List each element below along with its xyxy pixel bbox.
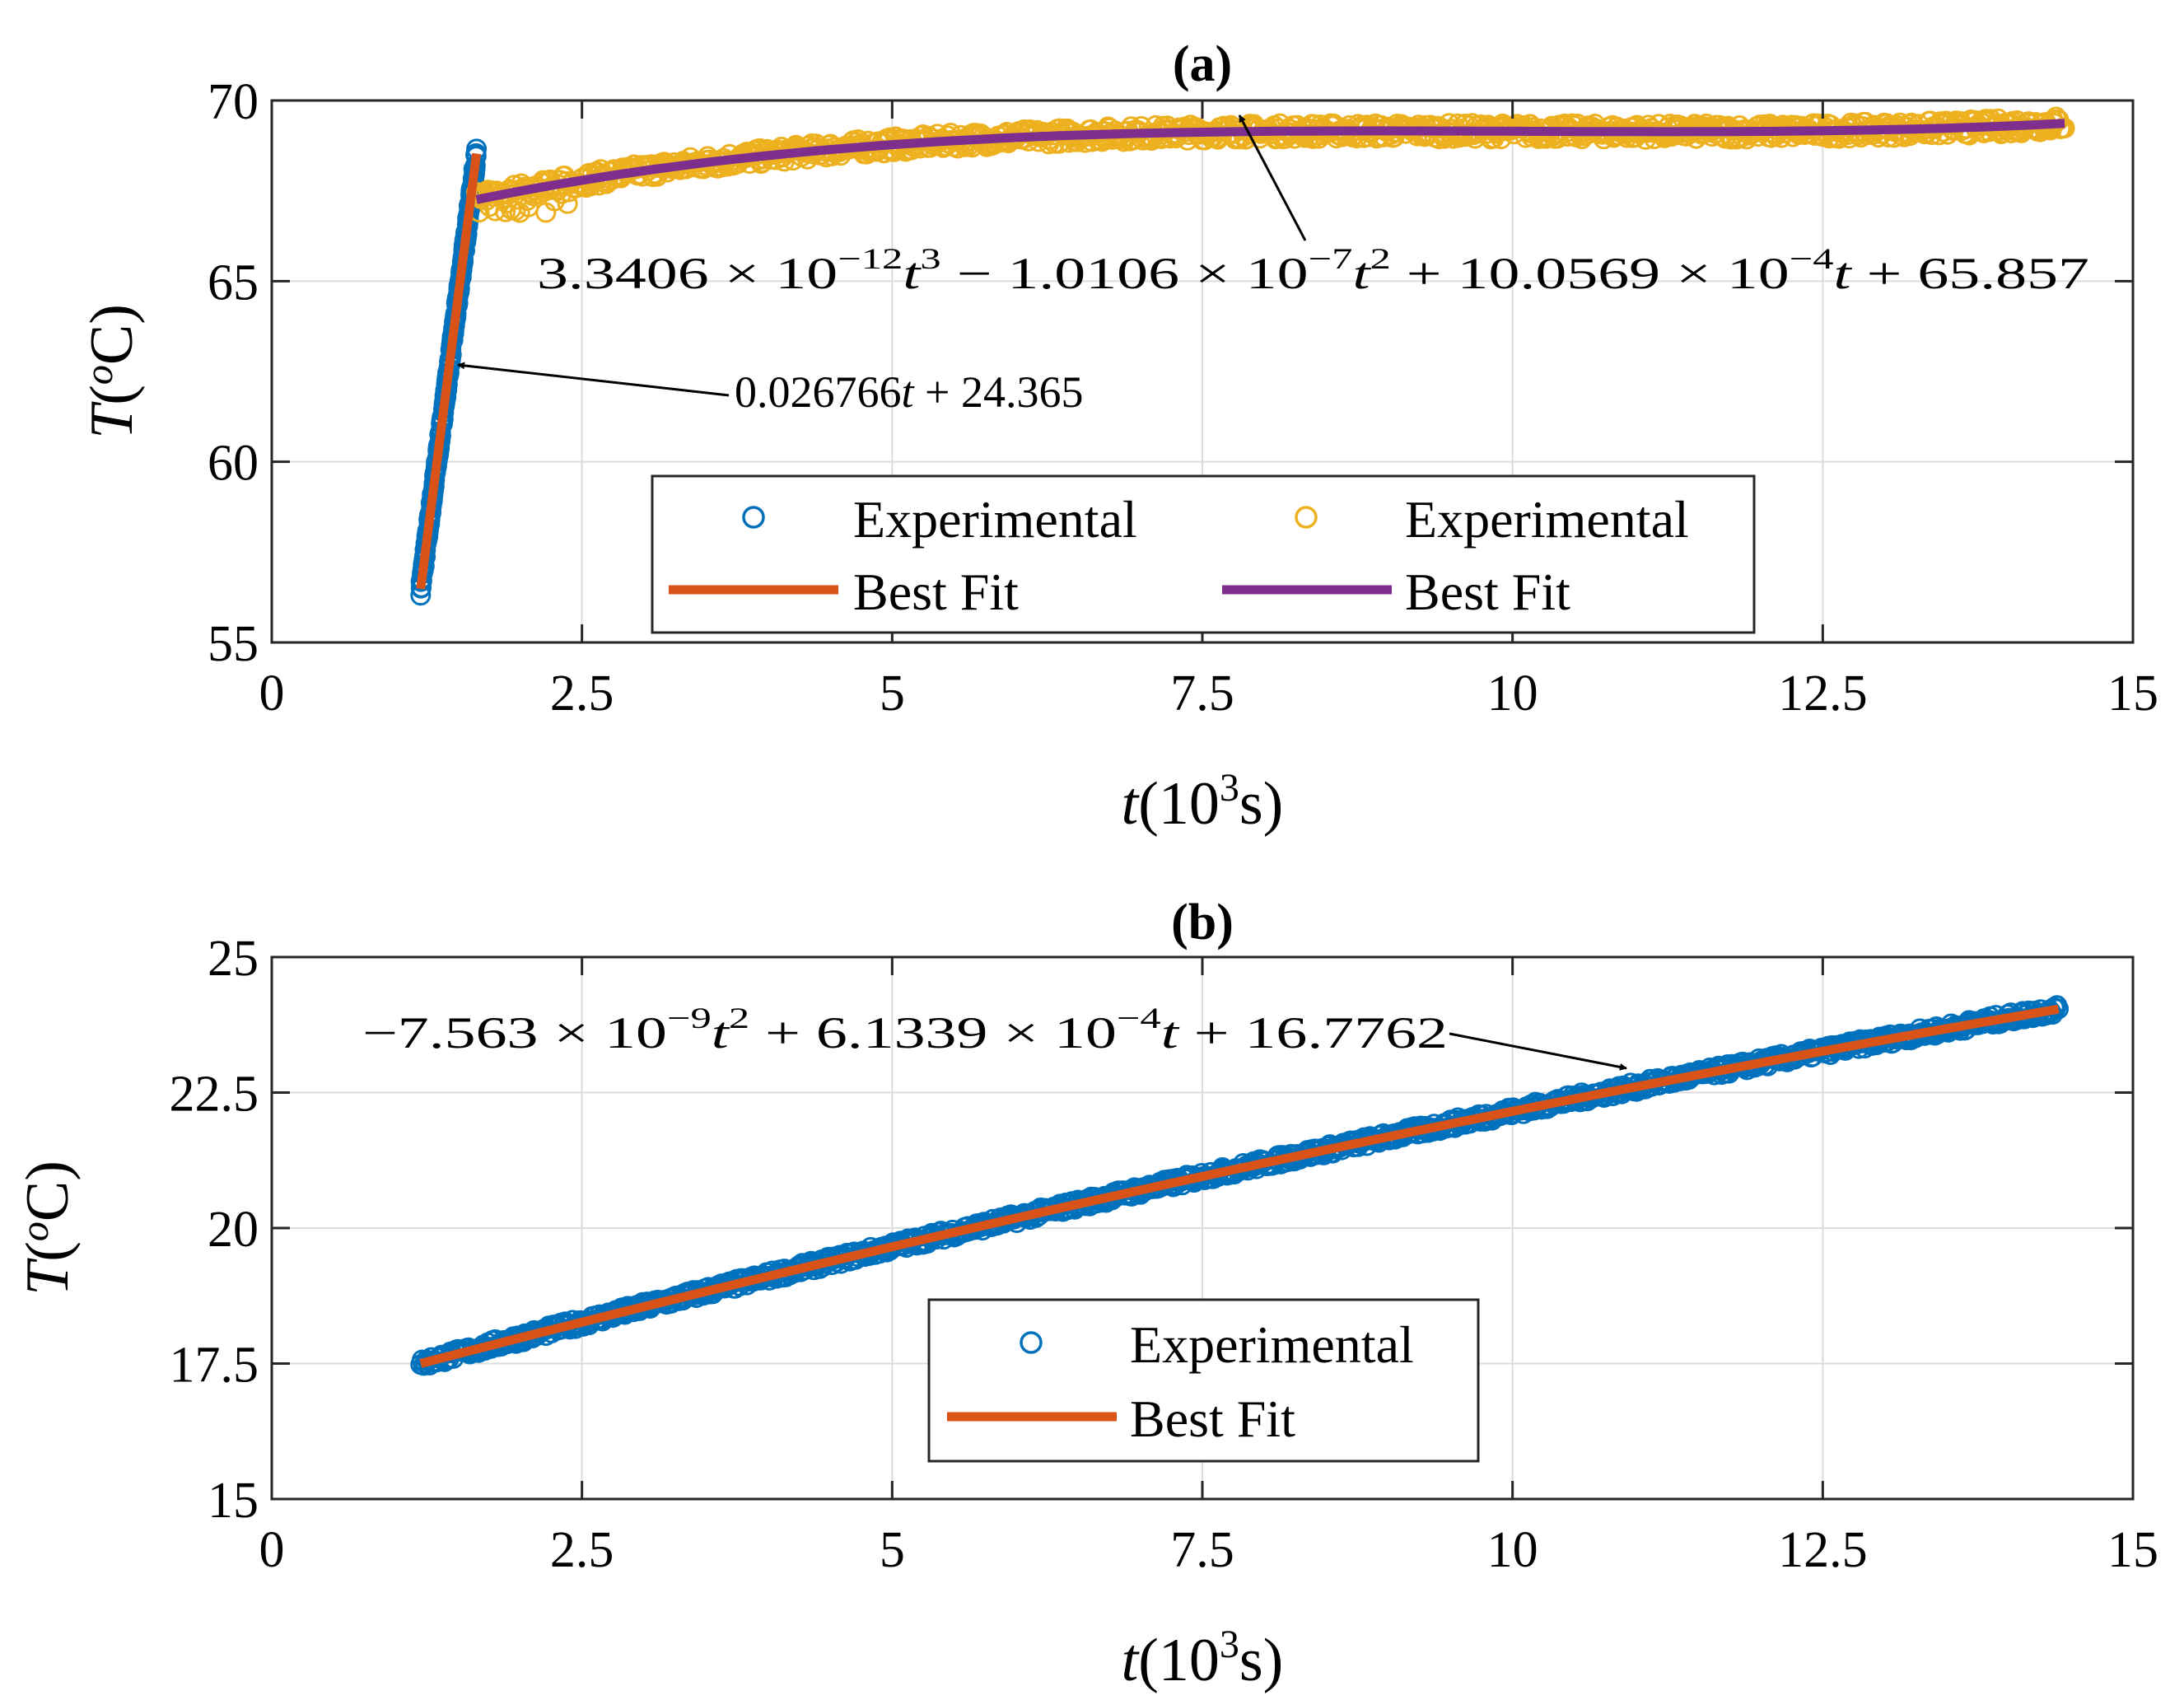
panel-b-xtick-label: 2.5 <box>550 1522 614 1578</box>
panel-a-fit-line <box>475 119 2065 204</box>
panel-a-annotation-arrow-linear <box>457 362 730 397</box>
panel-a-ticks: 0 2.5 5 7.5 10 12.5 15 55 60 65 70 <box>208 74 2158 722</box>
panel-a-xtick-label: 5 <box>880 666 905 722</box>
panel-a-legend-label-exp-yellow: Experimental <box>1405 490 1689 549</box>
panel-a-legend-label-fit-orange: Best Fit <box>853 563 1019 621</box>
panel-b-data <box>410 995 2070 1376</box>
panel-b-ytick-label: 17.5 <box>170 1338 259 1394</box>
panel-b-xtick-label: 0 <box>259 1522 285 1578</box>
panel-a-xtick-label: 7.5 <box>1170 666 1234 722</box>
panel-b-ylabel: T(oC) <box>13 1161 82 1296</box>
panel-a-title: (a) <box>1173 36 1232 92</box>
panel-a-xtick-label: 15 <box>2107 666 2158 722</box>
panel-a-xlabel: t(103s) <box>1122 766 1284 838</box>
panel-a-legend: Experimental Best Fit Experimental Best … <box>651 474 1756 634</box>
panel-b-ytick-label: 20 <box>208 1202 259 1258</box>
panel-a-grid <box>272 100 2133 642</box>
panel-b-ticks: 0 2.5 5 7.5 10 12.5 15 15 17.5 20 22.5 25 <box>170 931 2159 1578</box>
panel-a-fit-line <box>416 152 482 590</box>
panel-a-ylabel: T(oC) <box>77 304 146 439</box>
panel-b-legend-label-exp: Experimental <box>1130 1315 1414 1374</box>
panel-b-xlabel: t(103s) <box>1122 1623 1284 1694</box>
panel-a-xtick-label: 10 <box>1487 666 1538 722</box>
panel-b-fit-line <box>419 1004 2060 1368</box>
panel-b-annotation-quad: −7.563 × 10 −9 t 2 + 6.1339 × 10 −4 t + 16.77… <box>362 1002 1448 1058</box>
panel-a-xtick-label: 2.5 <box>550 666 614 722</box>
panel-a-legend-marker-exp-yellow <box>1295 506 1318 529</box>
panel-b-xtick-label: 10 <box>1487 1522 1538 1578</box>
panel-a-xtick-label: 12.5 <box>1778 666 1868 722</box>
panel-a-legend-marker-exp-blue <box>742 506 765 529</box>
panel-a: 0 2.5 5 7.5 10 12.5 15 55 60 65 70 (a) T(oC) t(103… <box>77 36 2158 838</box>
panel-b-xtick-label: 12.5 <box>1778 1522 1868 1578</box>
panel-b-ytick-label: 22.5 <box>170 1067 259 1123</box>
panel-a-ytick-label: 70 <box>208 74 259 130</box>
panel-b-ytick-label: 15 <box>208 1473 259 1529</box>
panel-a-data <box>410 106 2075 606</box>
panel-a-legend-label-fit-purple: Best Fit <box>1405 563 1570 621</box>
panel-b-annotation-arrow <box>1449 1032 1627 1071</box>
panel-a-annotation-cubic: 3.3406 × 10 −12 t 3 − 1.0106 × 10 −7 t 2 + 10.… <box>537 242 2089 298</box>
panel-b: 0 2.5 5 7.5 10 12.5 15 15 17.5 20 22.5 25 (b) T(oC)… <box>13 894 2158 1694</box>
panel-b-legend: Experimental Best Fit <box>927 1298 1480 1463</box>
panel-b-legend-box <box>927 1298 1480 1463</box>
panel-b-legend-marker-exp <box>1020 1331 1043 1354</box>
panel-b-ytick-label: 25 <box>208 931 259 987</box>
panel-a-legend-box <box>651 474 1756 634</box>
panel-a-annotation-arrow-cubic <box>1238 114 1307 241</box>
panel-b-xtick-label: 7.5 <box>1170 1522 1234 1578</box>
panel-b-xtick-label: 5 <box>880 1522 905 1578</box>
panel-a-ytick-label: 60 <box>208 436 259 492</box>
panel-a-ytick-label: 65 <box>208 255 259 311</box>
panel-a-legend-label-exp-blue: Experimental <box>853 490 1137 549</box>
panel-a-ytick-label: 55 <box>208 616 259 672</box>
panel-b-title: (b) <box>1171 894 1234 950</box>
panel-b-xtick-label: 15 <box>2107 1522 2158 1578</box>
panel-a-xtick-label: 0 <box>259 666 285 722</box>
panel-b-legend-label-fit: Best Fit <box>1130 1389 1295 1448</box>
panel-a-annotation-linear: 0.026766t + 24.365 <box>735 367 1083 417</box>
